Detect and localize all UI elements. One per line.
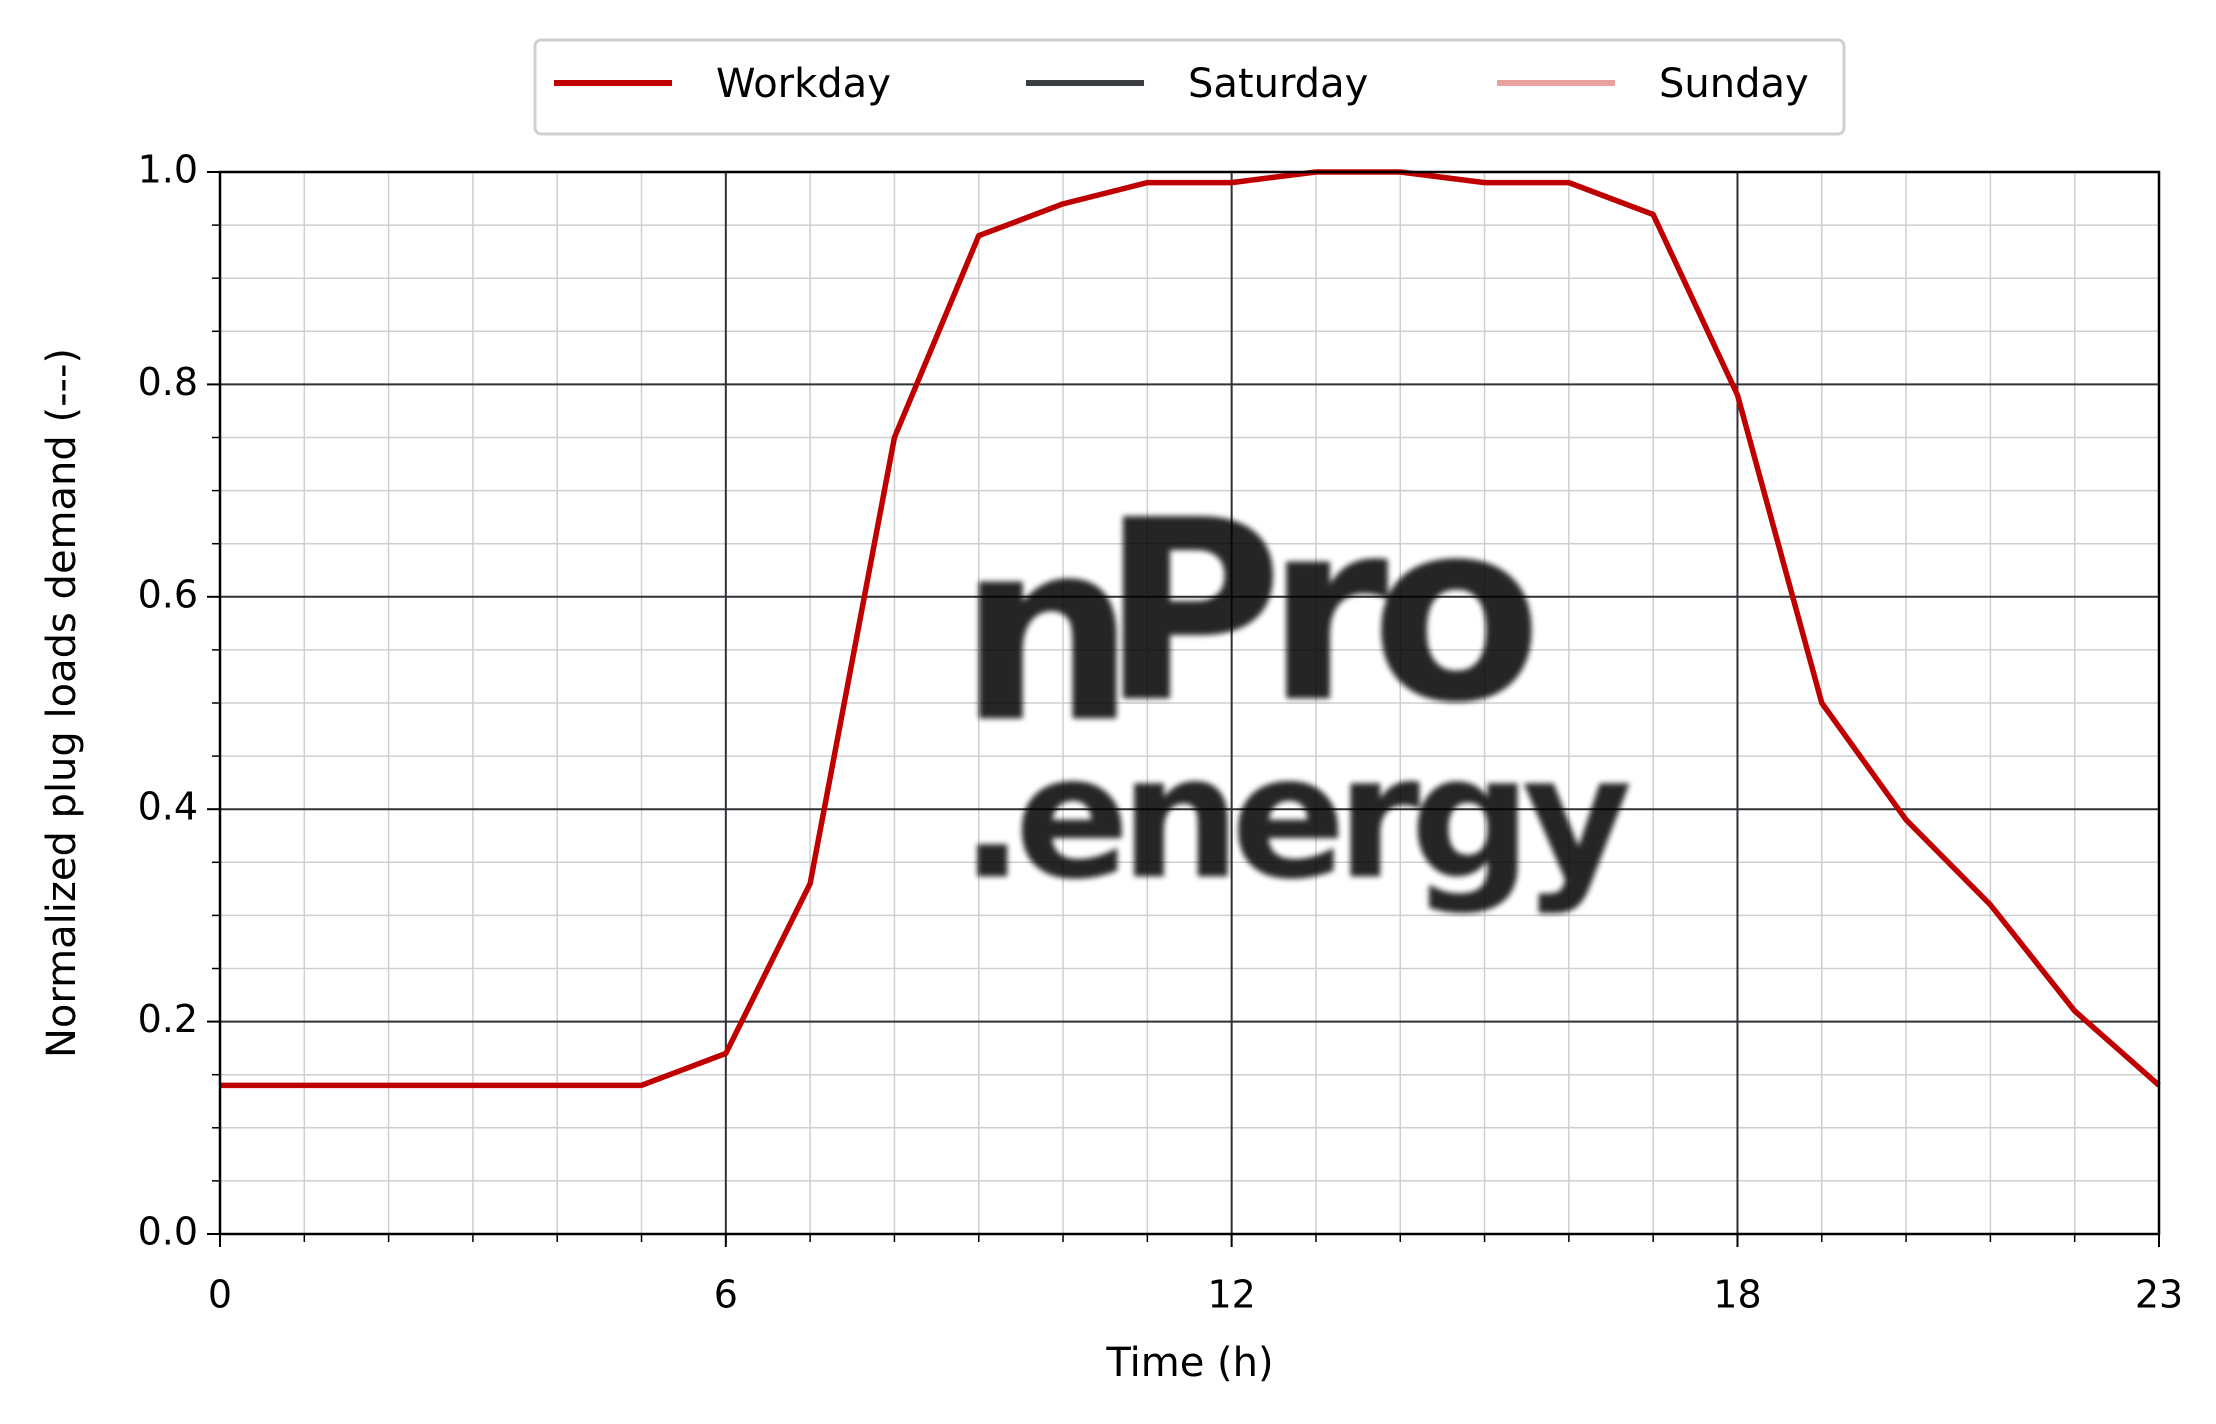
y-tick-label: 0.4 — [138, 785, 198, 829]
legend-label: Sunday — [1659, 61, 1809, 107]
x-tick-label: 18 — [1713, 1273, 1761, 1317]
legend-box — [533, 38, 1846, 136]
x-axis-label: Time (h) — [1105, 1340, 1273, 1386]
y-tick-label: 1.0 — [138, 148, 198, 192]
y-axis-label: Normalized plug loads demand (---) — [39, 348, 85, 1058]
watermark-pro: Pro — [1100, 466, 1533, 757]
y-tick-label: 0.2 — [138, 997, 198, 1041]
y-tick-label: 0.0 — [138, 1210, 198, 1254]
y-tick-label: 0.8 — [138, 360, 198, 404]
x-tick-label: 12 — [1207, 1273, 1255, 1317]
x-tick-label: 0 — [208, 1273, 232, 1317]
plot-frame — [218, 170, 2161, 1236]
watermark-n: n — [958, 486, 1118, 777]
legend: Workday Saturday Sunday — [533, 38, 1846, 136]
watermark: n Pro .energy — [958, 466, 1640, 917]
x-tick-label: 6 — [714, 1273, 738, 1317]
legend-label: Saturday — [1188, 61, 1368, 107]
watermark-energy: .energy — [960, 719, 1630, 917]
series-line — [220, 169, 2161, 1089]
legend-label: Workday — [716, 61, 891, 107]
x-tick-label: 23 — [2135, 1273, 2183, 1317]
y-tick-label: 0.6 — [138, 572, 198, 616]
